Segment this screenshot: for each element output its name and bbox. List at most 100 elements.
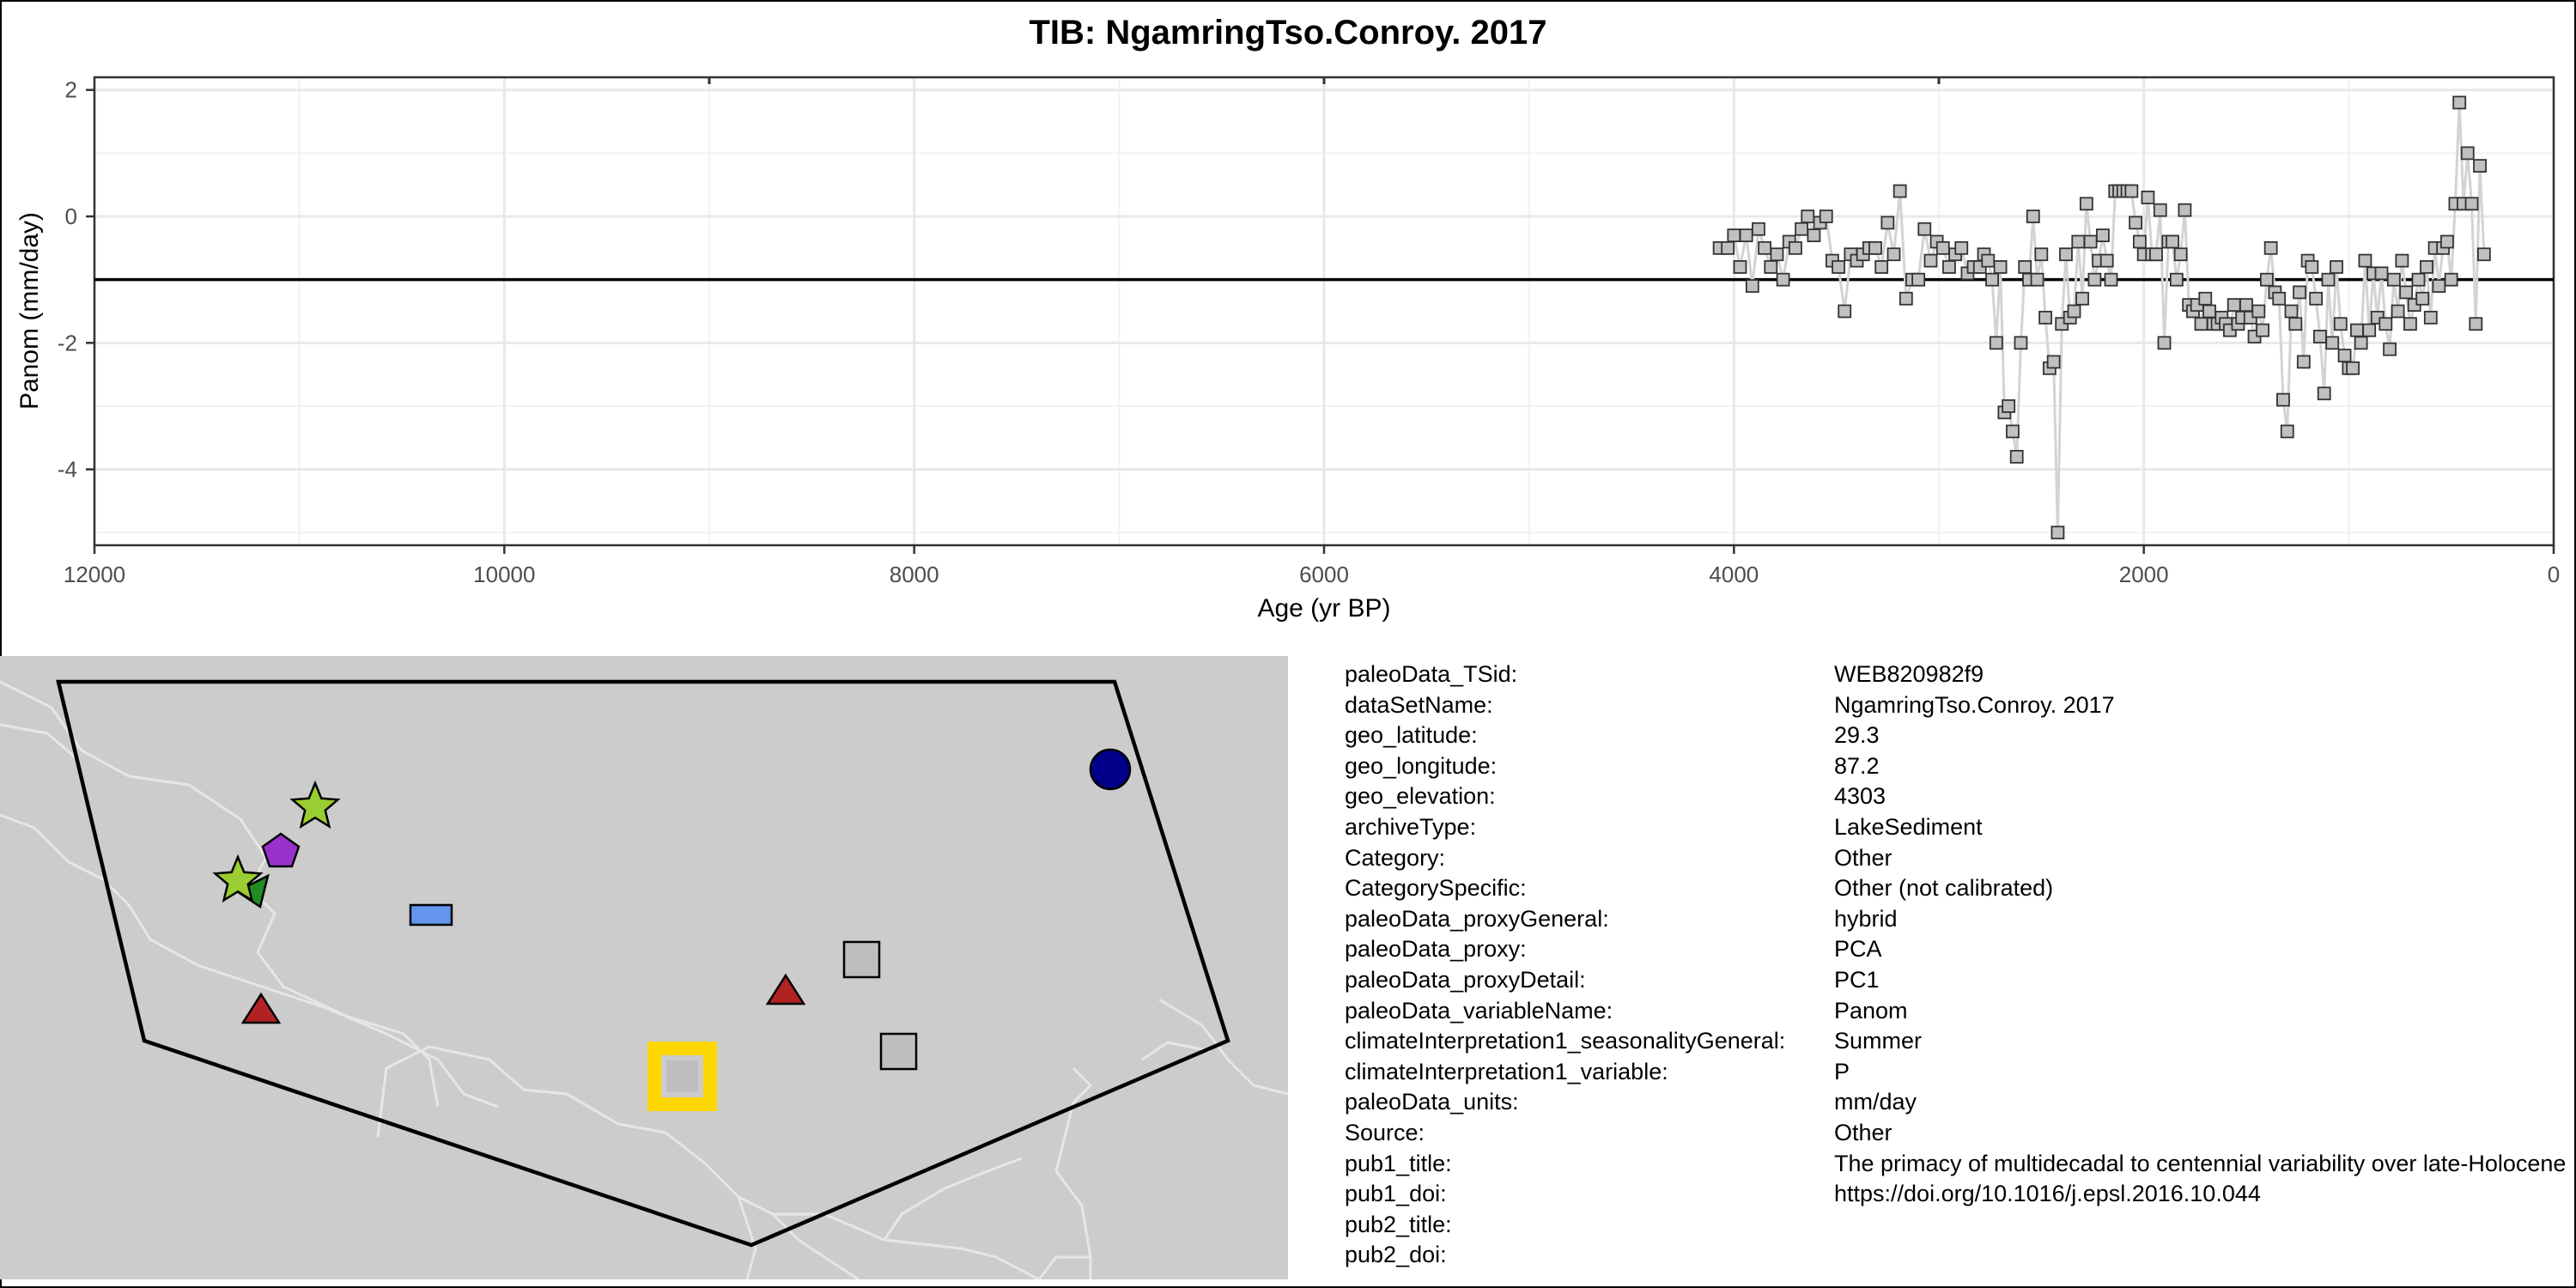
data-point [1758,240,1772,255]
metadata-row: geo_longitude: 87.2 [1345,751,2573,782]
border-line [0,723,78,761]
data-point [2034,247,2049,262]
data-point [1752,222,1765,236]
data-point [1795,222,1808,236]
metadata-key: Category: [1345,844,1446,871]
data-point [2129,216,2143,230]
data-point [2067,304,2081,319]
data-point [2337,349,2352,362]
site-marker-star [212,854,264,903]
metadata-key: geo_latitude: [1345,722,1478,749]
metadata-row: paleoData_variableName: Panom [1345,996,2573,1027]
data-point [2346,361,2360,375]
data-point [2321,272,2336,287]
data-point [1893,184,1907,198]
metadata-value: 87.2 [1834,752,1880,779]
data-point [1874,260,1889,274]
metadata-value: Other (not calibrated) [1834,875,2054,902]
data-point [2379,317,2393,331]
metadata-row: geo_latitude: 29.3 [1345,720,2573,751]
data-point [1954,240,1969,255]
y-tick-label: 0 [65,204,77,229]
data-point [2293,285,2306,300]
metadata-value: 4303 [1834,783,1886,810]
data-point [2059,247,2073,262]
data-point [2325,336,2340,350]
current-site-highlight [647,1042,717,1111]
data-point [2473,159,2487,173]
site-marker-square [842,940,881,979]
metadata-value: Panom [1834,997,1908,1024]
data-point [2460,146,2475,161]
metadata-value: Summer [1834,1028,1923,1054]
data-point [2014,336,2028,350]
map-canvas [0,679,1288,1279]
time-series-chart: 12000 10000 8000 6000 4000 2000 0 2 0 -2 -4 Age (y… [15,76,2560,623]
site-map [0,656,1288,1279]
data-point [2415,291,2430,306]
y-tick-label: -2 [58,330,77,355]
data-point [2099,253,2114,268]
metadata-row: pub1_doi: https://doi.org/10.1016/j.epsl.… [1345,1179,2573,1210]
metadata-key: paleoData_variableName: [1345,997,1613,1024]
metadata-key: geo_elevation: [1345,783,1496,810]
metadata-key: paleoData_proxy: [1345,936,1527,963]
site-marker-circle [1089,748,1132,791]
data-point [2198,291,2213,306]
data-point [2083,234,2098,249]
x-tick-label: 8000 [890,562,939,587]
border-line [376,1045,1040,1279]
data-point [2071,234,2086,249]
chart-title: TIB: NgamringTso.Conroy. 2017 [1029,14,1547,52]
data-point [2391,304,2405,319]
data-point [1819,210,1833,223]
data-point [2284,304,2299,319]
metadata-key: CategorySpecific: [1345,875,1527,902]
data-point [2374,266,2389,281]
data-point [2383,342,2397,356]
data-point [1776,272,1790,287]
data-point [2002,399,2016,413]
y-axis-label: Panom (mm/day) [15,212,44,410]
data-point [2009,449,2024,464]
metadata-row: paleoData_proxyGeneral: hybrid [1345,904,2573,935]
data-point [2276,392,2290,407]
border-line [771,1212,860,1279]
grid-lines [93,77,2555,545]
data-point [2030,272,2044,287]
metadata-value: PC1 [1834,966,1880,993]
metadata-row: climateInterpretation1_seasonalityGenera… [1345,1026,2573,1057]
metadata-value: LakeSediment [1834,813,1983,840]
data-point [2006,424,2020,439]
metadata-value: WEB820982f9 [1834,661,1984,687]
metadata-key: pub2_doi: [1345,1242,1447,1268]
x-tick-label: 10000 [473,562,535,587]
data-point [2239,298,2253,313]
data-point [2423,310,2438,325]
border-line [1054,1066,1093,1279]
metadata-value: P [1834,1058,1850,1084]
data-point [2349,323,2364,337]
data-point [2272,291,2287,306]
border-line [1158,998,1288,1096]
border-line [1141,1041,1212,1061]
data-point [1745,279,1759,293]
data-point [2141,191,2155,204]
data-point [1832,260,1845,274]
data-point [1935,240,1950,255]
series-line [1719,102,2486,533]
data-point [1868,240,1882,255]
metadata-value: NgamringTso.Conroy. 2017 [1834,691,2115,718]
data-point [2354,336,2368,350]
metadata-key: pub1_doi: [1345,1181,1447,1207]
data-point [2251,304,2266,319]
metadata-row: paleoData_TSid: WEB820982f9 [1345,659,2573,690]
site-marker-star [289,780,341,829]
data-point [2018,260,2032,274]
data-point [1770,247,1784,262]
data-point [2263,240,2278,255]
metadata-key: dataSetName: [1345,691,1493,718]
metadata-row: paleoData_proxyDetail: PC1 [1345,965,2573,996]
data-point [2395,253,2409,268]
data-point [2202,304,2216,319]
